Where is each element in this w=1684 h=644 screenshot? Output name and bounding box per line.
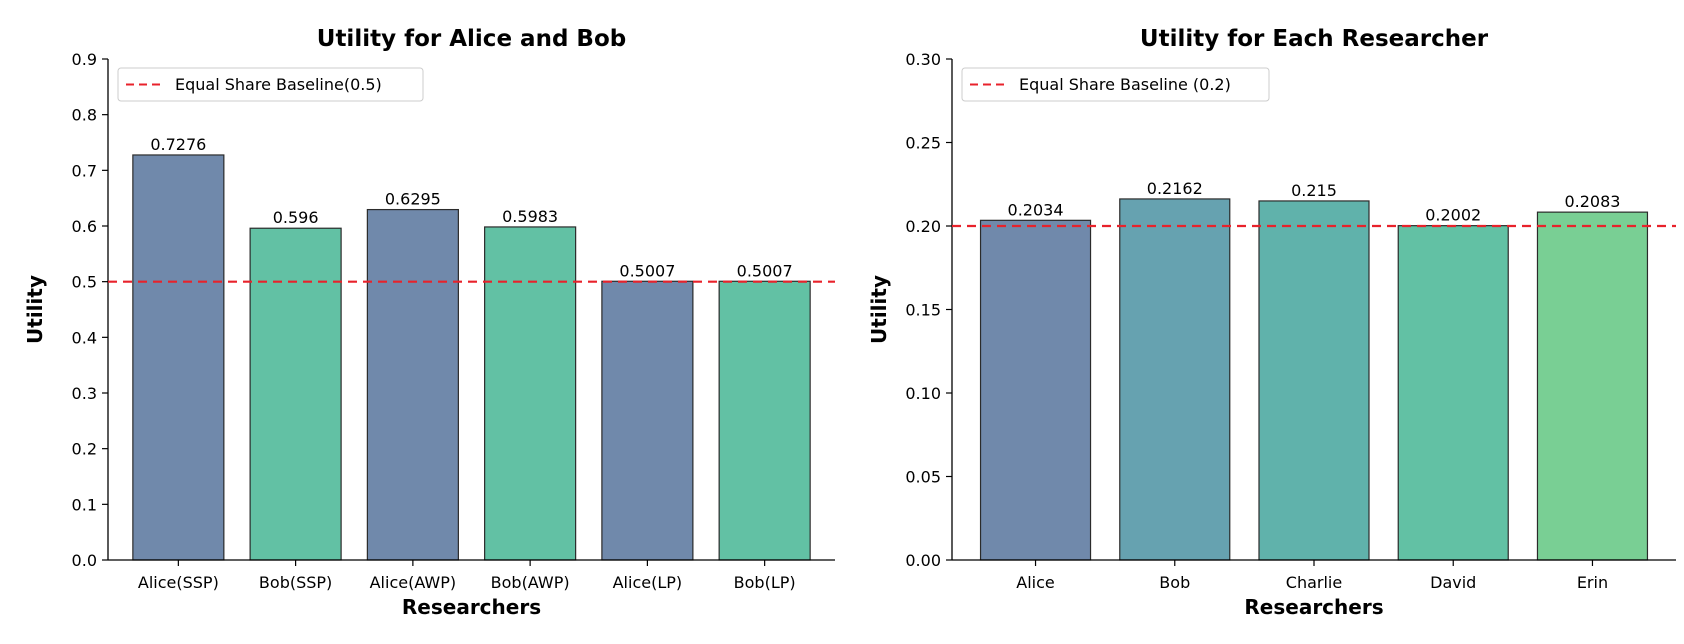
bar [718, 280, 811, 561]
legend: Equal Share Baseline (0.2) [961, 67, 1270, 102]
data-label: 0.2034 [1008, 200, 1064, 219]
bar [484, 226, 577, 561]
y-tick-label: 0.7 [72, 161, 97, 180]
x-tick-label: Bob(AWP) [491, 573, 570, 592]
legend-entry-label: Equal Share Baseline (0.2) [1019, 75, 1231, 94]
y-tick-label: 0.20 [905, 217, 941, 236]
y-tick-label: 0.6 [72, 217, 97, 236]
y-tick-label: 0.10 [905, 384, 941, 403]
bar [601, 280, 694, 561]
x-tick-label: Alice(SSP) [138, 573, 219, 592]
y-tick-label: 0.0 [72, 551, 97, 570]
data-label: 0.5007 [737, 261, 793, 280]
chart-marks: 0.7276 0.596 0.6295 0.5983 0.5007 0.5007 0.0 0.… [72, 50, 835, 592]
data-label: 0.2162 [1147, 179, 1203, 198]
bar [979, 219, 1092, 561]
y-tick-label: 0.9 [72, 50, 97, 69]
y-tick-label: 0.00 [905, 551, 941, 570]
chart-title: Utility for Each Researcher [1140, 26, 1489, 52]
x-tick-label: Bob(LP) [734, 573, 796, 592]
chart-title: Utility for Alice and Bob [317, 26, 626, 52]
legend-box [117, 67, 424, 102]
data-label: 0.2083 [1564, 192, 1620, 211]
y-tick-label: 0.25 [905, 134, 941, 153]
y-tick-label: 0.15 [905, 301, 941, 320]
chart-panel-alice-bob: Utility for Alice and Bob Researchers Ut… [23, 26, 835, 619]
x-axis-label: Researchers [402, 595, 541, 619]
chart-panel-each-researcher: Utility for Each Researcher Researchers … [867, 26, 1676, 619]
legend-entry-label: Equal Share Baseline(0.5) [175, 75, 382, 94]
data-label: 0.5007 [619, 261, 675, 280]
data-label: 0.5983 [502, 207, 558, 226]
bar [132, 154, 225, 561]
chart-marks: 0.2034 0.2162 0.215 0.2002 0.2083 0.00 0.05 0.1… [905, 50, 1676, 592]
x-tick-label: Erin [1577, 573, 1608, 592]
y-tick-label: 0.8 [72, 106, 97, 125]
data-label: 0.215 [1291, 181, 1337, 200]
data-label: 0.6295 [385, 190, 441, 209]
x-tick-label: Alice [1016, 573, 1054, 592]
bar [366, 208, 459, 561]
y-tick-label: 0.3 [72, 384, 97, 403]
y-tick-label: 0.1 [72, 495, 97, 514]
x-tick-label: Bob(SSP) [259, 573, 332, 592]
x-tick-label: Alice(AWP) [370, 573, 457, 592]
data-label: 0.596 [273, 208, 319, 227]
y-tick-label: 0.2 [72, 440, 97, 459]
bar [249, 227, 342, 561]
legend: Equal Share Baseline(0.5) [117, 67, 424, 102]
x-tick-label: Bob [1159, 573, 1190, 592]
y-tick-label: 0.30 [905, 50, 941, 69]
bar [1258, 200, 1370, 561]
x-tick-label: Charlie [1286, 573, 1342, 592]
legend-box [961, 67, 1270, 102]
y-axis-label: Utility [867, 275, 891, 344]
y-axis-label: Utility [23, 275, 47, 344]
x-tick-label: David [1430, 573, 1476, 592]
y-tick-label: 0.5 [72, 273, 97, 292]
y-tick-label: 0.4 [72, 328, 97, 347]
bar [1536, 211, 1649, 561]
bar [1397, 225, 1509, 561]
x-axis-label: Researchers [1244, 595, 1383, 619]
data-label: 0.2002 [1425, 206, 1481, 225]
bar [1119, 198, 1231, 561]
x-tick-label: Alice(LP) [613, 573, 683, 592]
y-tick-label: 0.05 [905, 468, 941, 487]
data-label: 0.7276 [150, 135, 206, 154]
